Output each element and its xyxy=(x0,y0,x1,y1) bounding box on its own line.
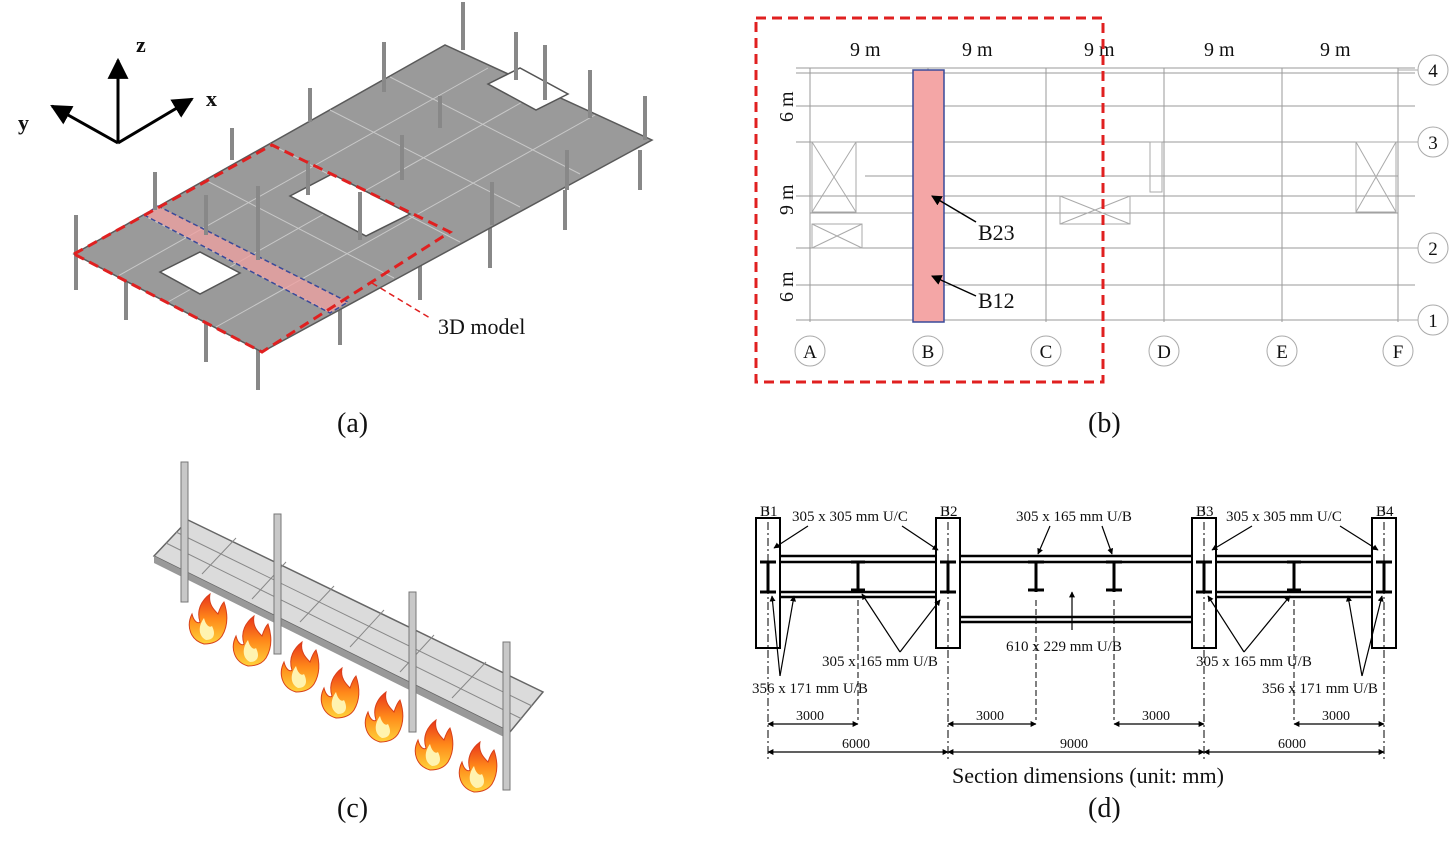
row-bubbles: 4 3 2 1 xyxy=(1398,54,1449,336)
column-label: B4 xyxy=(1376,504,1394,520)
dim-label: 6000 xyxy=(1278,737,1306,752)
dim-label: 3000 xyxy=(1142,709,1170,724)
beam-label-b23: B23 xyxy=(978,220,1015,245)
fire-icon xyxy=(364,691,404,743)
caption-a: (a) xyxy=(337,408,368,439)
beam-label-b12: B12 xyxy=(978,288,1015,313)
span-label: 9 m xyxy=(850,39,881,61)
columns-3d xyxy=(180,461,511,791)
axes-triad: z y x xyxy=(18,32,217,145)
row-label: 1 xyxy=(1428,311,1438,332)
slab-opening xyxy=(486,67,570,111)
column-label: B3 xyxy=(1196,504,1214,520)
row-label: 3 xyxy=(1428,133,1438,154)
caption-d: (d) xyxy=(1088,793,1121,824)
span-label: 9 m xyxy=(1084,39,1115,61)
callout-leader xyxy=(371,282,431,319)
plan-grid xyxy=(796,67,1415,322)
section-label: 356 x 171 mm U/B xyxy=(752,681,868,697)
column-label: B1 xyxy=(760,504,778,520)
column-label: B2 xyxy=(940,504,958,520)
panel-c: (c) xyxy=(152,461,545,824)
slab-edge xyxy=(154,556,510,740)
col-label: B xyxy=(922,342,935,363)
dim-label: 6000 xyxy=(842,737,870,752)
b23-arrow xyxy=(931,195,977,223)
dimension-labels: 3000 3000 3000 3000 6000 9000 6000 xyxy=(796,709,1350,752)
leader-arrows xyxy=(769,525,1384,677)
callout-3d-model: 3D model xyxy=(438,314,525,339)
section-labels: 305 x 305 mm U/C 305 x 165 mm U/B 305 x … xyxy=(752,509,1378,697)
upper-columns xyxy=(74,2,647,260)
section-title: Section dimensions (unit: mm) xyxy=(952,763,1224,788)
fire-icon xyxy=(458,741,498,793)
axis-label-z: z xyxy=(136,32,146,57)
braced-bays xyxy=(811,141,1397,249)
dimension-lines xyxy=(767,721,1385,755)
col-label: C xyxy=(1040,342,1053,363)
model-region-box-b xyxy=(754,16,1105,384)
section-label: 305 x 305 mm U/C xyxy=(792,509,908,525)
highlighted-beam-b xyxy=(912,69,945,323)
panel-a: z y x xyxy=(18,2,654,439)
dim-label: 3000 xyxy=(1322,709,1350,724)
dim-label: 3000 xyxy=(796,709,824,724)
section-label: 305 x 305 mm U/C xyxy=(1226,509,1342,525)
panel-b: 9 m 9 m 9 m 9 m 9 m 6 m 9 m 6 m 4 3 2 1 xyxy=(754,16,1449,439)
column-bubbles: A B C D E F xyxy=(794,335,1414,367)
fire-icon xyxy=(232,615,272,667)
span-label: 9 m xyxy=(1320,39,1351,61)
panel-d: B1 B2 B3 B4 xyxy=(752,504,1397,824)
bay-label: 6 m xyxy=(776,91,798,122)
fire-icon xyxy=(414,719,454,771)
fire-icon xyxy=(188,593,228,645)
beam-centerlines xyxy=(857,600,1295,720)
col-label: D xyxy=(1157,342,1171,363)
bay-label: 9 m xyxy=(776,184,798,215)
model-region-box xyxy=(70,143,454,354)
row-label: 4 xyxy=(1428,61,1438,82)
axis-label-y: y xyxy=(18,110,29,135)
dim-label: 3000 xyxy=(976,709,1004,724)
slab-opening xyxy=(158,251,242,295)
col-label: E xyxy=(1276,342,1288,363)
slab-opening xyxy=(288,173,412,237)
axis-label-x: x xyxy=(206,86,217,111)
section-columns xyxy=(755,517,1397,649)
bay-labels: 6 m 9 m 6 m xyxy=(776,91,798,302)
section-label: 305 x 165 mm U/B xyxy=(1016,509,1132,525)
row-label: 2 xyxy=(1428,239,1438,260)
span-labels: 9 m 9 m 9 m 9 m 9 m xyxy=(850,39,1351,61)
section-label: 610 x 229 mm U/B xyxy=(1006,639,1122,655)
fire-icon xyxy=(280,641,320,693)
section-beams xyxy=(780,554,1372,624)
caption-c: (c) xyxy=(337,793,368,824)
span-label: 9 m xyxy=(962,39,993,61)
column-centerlines xyxy=(767,506,1385,760)
fire-icon xyxy=(320,667,360,719)
span-label: 9 m xyxy=(1204,39,1235,61)
section-label: 356 x 171 mm U/B xyxy=(1262,681,1378,697)
col-label: A xyxy=(803,342,817,363)
col-label: F xyxy=(1393,342,1404,363)
column-labels: B1 B2 B3 B4 xyxy=(760,504,1394,520)
section-label: 305 x 165 mm U/B xyxy=(1196,654,1312,670)
caption-b: (b) xyxy=(1088,408,1121,439)
bay-label: 6 m xyxy=(776,271,798,302)
i-sections xyxy=(760,560,1392,594)
b12-arrow xyxy=(931,275,977,297)
dim-label: 9000 xyxy=(1060,737,1088,752)
section-label: 305 x 165 mm U/B xyxy=(822,654,938,670)
